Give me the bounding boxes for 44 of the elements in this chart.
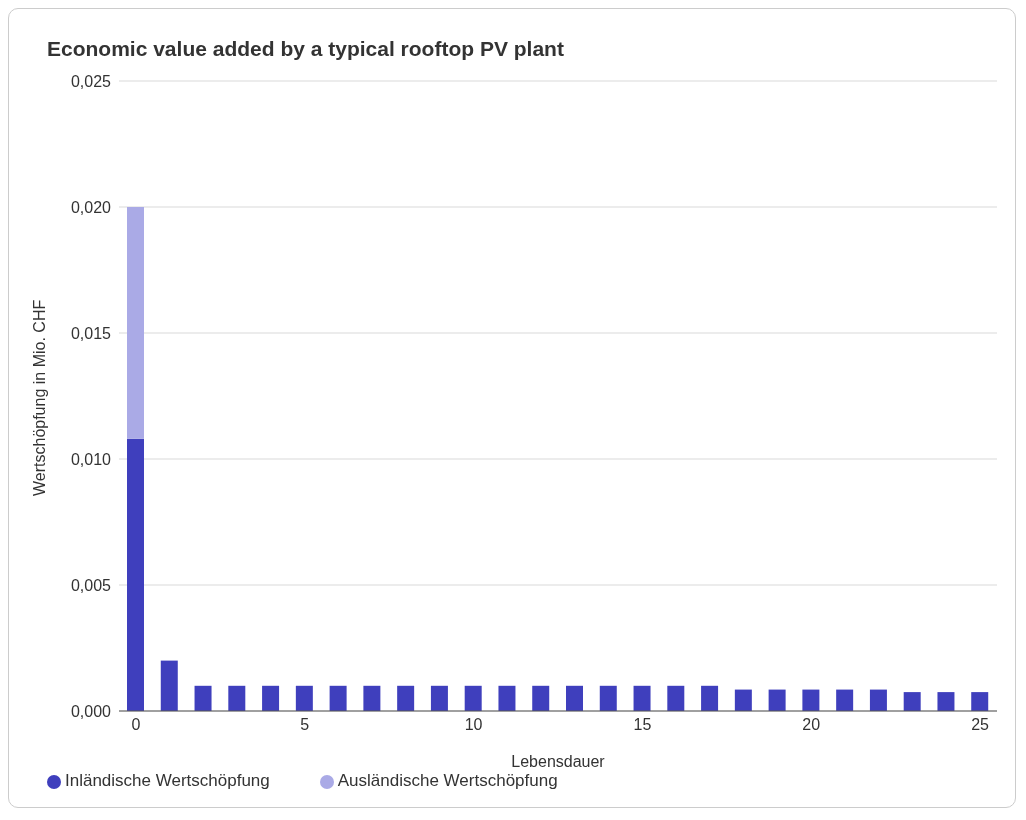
bar <box>127 438 144 711</box>
bar <box>768 689 786 711</box>
bar <box>836 689 854 711</box>
bar <box>599 685 617 711</box>
bar <box>464 685 482 711</box>
bar <box>194 685 212 711</box>
bar <box>734 689 752 711</box>
bar <box>937 692 955 711</box>
legend-label: Inländische Wertschöpfung <box>65 771 270 790</box>
bar <box>532 685 550 711</box>
y-axis-title: Wertschöpfung in Mio. CHF <box>30 299 48 496</box>
bar <box>633 685 651 711</box>
bar <box>430 685 448 711</box>
x-axis-title: Lebensdauer <box>511 753 606 770</box>
x-tick-label: 5 <box>300 716 310 734</box>
y-tick-label: 0,025 <box>70 72 112 90</box>
y-tick-label: 0,015 <box>70 324 112 342</box>
bar <box>701 685 719 711</box>
bar <box>363 685 381 711</box>
y-tick-label: 0,020 <box>70 198 112 216</box>
bar <box>971 692 989 711</box>
y-tick-label: 0,010 <box>70 450 112 468</box>
bar <box>566 685 583 711</box>
y-tick-label: 0,000 <box>70 702 112 720</box>
bar <box>802 689 820 711</box>
bar <box>329 685 347 711</box>
x-tick-label: 15 <box>633 716 652 734</box>
bar <box>903 692 921 711</box>
bar <box>228 685 246 711</box>
bar <box>127 207 144 439</box>
bar <box>160 660 178 711</box>
bar <box>498 685 516 711</box>
chart-title: Economic value added by a typical rooftop PV plant <box>46 36 565 61</box>
legend-label: Ausländische Wertschöpfung <box>337 771 558 790</box>
x-tick-label: 20 <box>802 716 821 734</box>
bar <box>869 689 887 711</box>
bar <box>295 685 313 711</box>
x-tick-label: 10 <box>464 716 483 734</box>
bar <box>667 685 685 711</box>
y-tick-label: 0,005 <box>70 576 112 594</box>
x-tick-label: 0 <box>131 716 141 734</box>
bar <box>397 685 415 711</box>
x-tick-label: 25 <box>971 716 990 734</box>
bar <box>262 685 280 711</box>
